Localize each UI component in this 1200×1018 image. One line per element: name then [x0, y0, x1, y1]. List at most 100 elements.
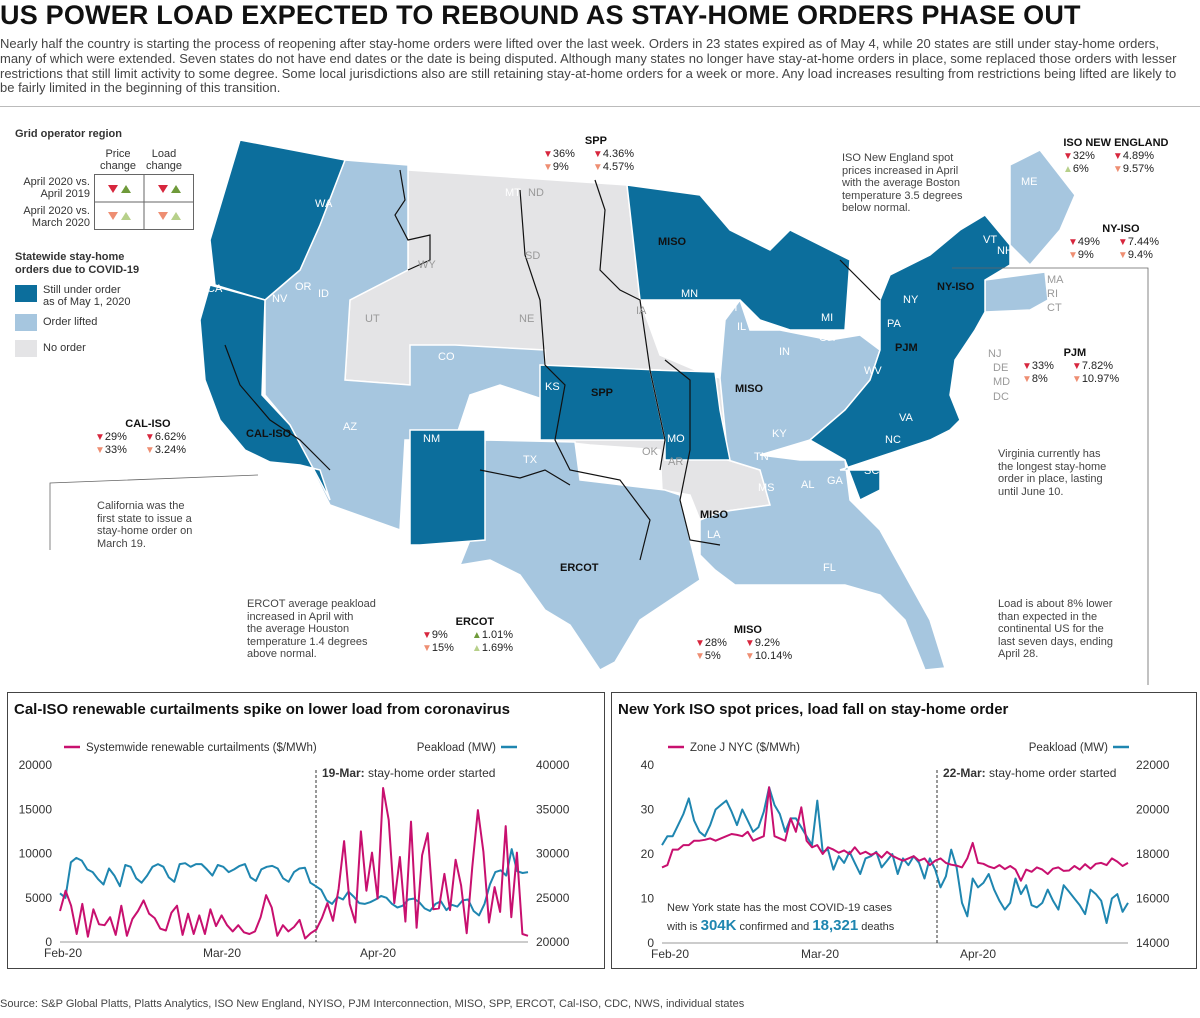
nyiso-chart-panel: New York ISO spot prices, load fall on s…	[611, 692, 1197, 969]
state-label-il: IL	[737, 321, 746, 333]
state-label-vt: VT	[983, 234, 997, 246]
up-triangle-icon	[171, 212, 181, 220]
state-ma-ri-ct	[984, 271, 1049, 313]
iso-label-ercot: ERCOT	[560, 562, 599, 574]
region-row: ▼ 5% ▼ 10.14%	[695, 650, 801, 664]
region-name: ISO NEW ENGLAND	[1063, 137, 1169, 149]
state-label-md: MD	[993, 376, 1010, 388]
region-value: 49%	[1077, 235, 1100, 248]
region-value: 1.01%	[481, 628, 514, 641]
iso-label-miso: MISO	[700, 509, 729, 521]
state-label-mi: MI	[821, 312, 833, 324]
state-label-mo: MO	[667, 433, 685, 445]
state-lifted-southeast	[699, 298, 946, 671]
state-label-sc: SC	[864, 465, 879, 477]
right-axis-tick: 30000	[536, 847, 570, 861]
region-row: ▼ 9% ▲ 1.01%	[422, 629, 528, 643]
series-line-right	[661, 786, 1129, 924]
state-label-ct: CT	[1047, 302, 1062, 314]
left-axis-tick: 20000	[19, 758, 53, 772]
series-line-left	[661, 786, 1129, 882]
state-label-co: CO	[438, 351, 455, 363]
region-row: ▲ 6% ▼ 9.57%	[1063, 163, 1169, 177]
state-tx	[458, 439, 701, 671]
region-value: 36%	[552, 147, 575, 160]
state-label-fl: FL	[823, 562, 836, 574]
left-axis-tick: 20	[641, 847, 655, 861]
region-value: 7.82%	[1081, 359, 1114, 372]
region-block-cal-iso: CAL-ISO ▼ 29% ▼ 6.62% ▼ 33% ▼ 3.24%	[95, 418, 201, 458]
region-name: CAL-ISO	[125, 418, 171, 430]
state-label-nj: NJ	[988, 348, 1001, 360]
page-title: US POWER LOAD EXPECTED TO REBOUND AS STA…	[0, 0, 1081, 30]
down-triangle-icon: ▼	[744, 651, 755, 662]
state-label-or: OR	[295, 281, 312, 293]
region-value: 9%	[1077, 249, 1094, 261]
state-label-nh: NH	[997, 245, 1013, 257]
state-label-al: AL	[801, 479, 814, 491]
state-label-nd: ND	[528, 187, 544, 199]
note-load: Load is about 8% lower than expected in …	[998, 598, 1113, 660]
up-triangle-icon: ▲	[471, 643, 482, 654]
state-mn-wi-mi	[626, 184, 851, 331]
state-label-ar: AR	[668, 456, 683, 468]
annotation-label: 22-Mar: stay-home order started	[943, 766, 1116, 780]
state-label-tx: TX	[523, 454, 538, 466]
state-label-ms: MS	[758, 482, 775, 494]
region-name: NY-ISO	[1102, 223, 1140, 235]
up-triangle-icon: ▲	[1063, 164, 1073, 175]
region-block-ercot: ERCOT ▼ 9% ▲ 1.01% ▼ 15% ▲ 1.69%	[422, 616, 528, 656]
down-triangle-icon: ▼	[1117, 250, 1128, 261]
down-triangle-icon: ▼	[695, 637, 705, 649]
region-value: 15%	[431, 642, 454, 654]
region-value: 5%	[704, 650, 721, 662]
state-label-mn: MN	[681, 288, 698, 300]
down-triangle-icon: ▼	[144, 431, 155, 443]
right-axis-tick: 14000	[1136, 936, 1170, 950]
left-axis-tick: 0	[45, 935, 52, 949]
state-label-ca: CA	[207, 283, 223, 295]
state-ca	[199, 284, 331, 501]
region-value: 9.2%	[754, 636, 780, 649]
state-label-ia: IA	[636, 305, 647, 317]
legend-swatch-none	[15, 340, 37, 357]
up-triangle-icon	[121, 212, 131, 220]
region-row: ▼ 28% ▼ 9.2%	[695, 637, 801, 651]
region-value: 32%	[1072, 149, 1095, 162]
footnote-line1: New York state has the most COVID-19 cas…	[667, 902, 892, 914]
down-triangle-icon	[158, 212, 168, 220]
region-row: ▼ 29% ▼ 6.62%	[95, 431, 201, 445]
region-value: 4.89%	[1122, 149, 1155, 162]
state-label-de: DE	[993, 362, 1008, 374]
state-label-in: IN	[779, 346, 790, 358]
state-label-la: LA	[707, 529, 721, 541]
legend-lifted: Order lifted	[43, 316, 98, 328]
x-axis-tick: Apr-20	[960, 947, 996, 961]
down-triangle-icon	[108, 212, 118, 220]
region-value: 9.4%	[1127, 249, 1153, 261]
region-value: 28%	[704, 636, 727, 649]
annotation-label: 19-Mar: stay-home order started	[322, 766, 495, 780]
state-label-ny: NY	[903, 294, 919, 306]
up-triangle-icon	[171, 185, 181, 193]
divider	[0, 106, 1200, 107]
legend-row2: April 2020 vs. March 2020	[23, 205, 90, 229]
legend-col-load: Load change	[145, 148, 183, 172]
down-triangle-icon: ▼	[744, 637, 755, 649]
chart1-svg: 0 5000 10000 15000 20000 20000 25000 30000 35000…	[19, 742, 570, 960]
state-label-nv: NV	[272, 293, 288, 305]
state-label-dc: DC	[993, 391, 1009, 403]
right-axis-tick: 35000	[536, 802, 570, 816]
region-value: 4.36%	[602, 147, 635, 160]
region-value: 7.44%	[1127, 235, 1160, 248]
right-axis-tick: 20000	[1136, 803, 1170, 817]
down-triangle-icon: ▼	[1068, 236, 1078, 248]
legend-still: Still under order as of May 1, 2020	[43, 284, 131, 308]
right-axis-tick: 16000	[1136, 892, 1170, 906]
region-block-pjm: PJM ▼ 33% ▼ 7.82% ▼ 8% ▼ 10.97%	[1022, 347, 1128, 387]
down-triangle-icon: ▼	[1117, 236, 1128, 248]
down-triangle-icon: ▼	[1112, 150, 1123, 162]
region-value: 33%	[104, 444, 127, 456]
state-label-ga: GA	[827, 475, 844, 487]
region-name: PJM	[1063, 347, 1087, 359]
